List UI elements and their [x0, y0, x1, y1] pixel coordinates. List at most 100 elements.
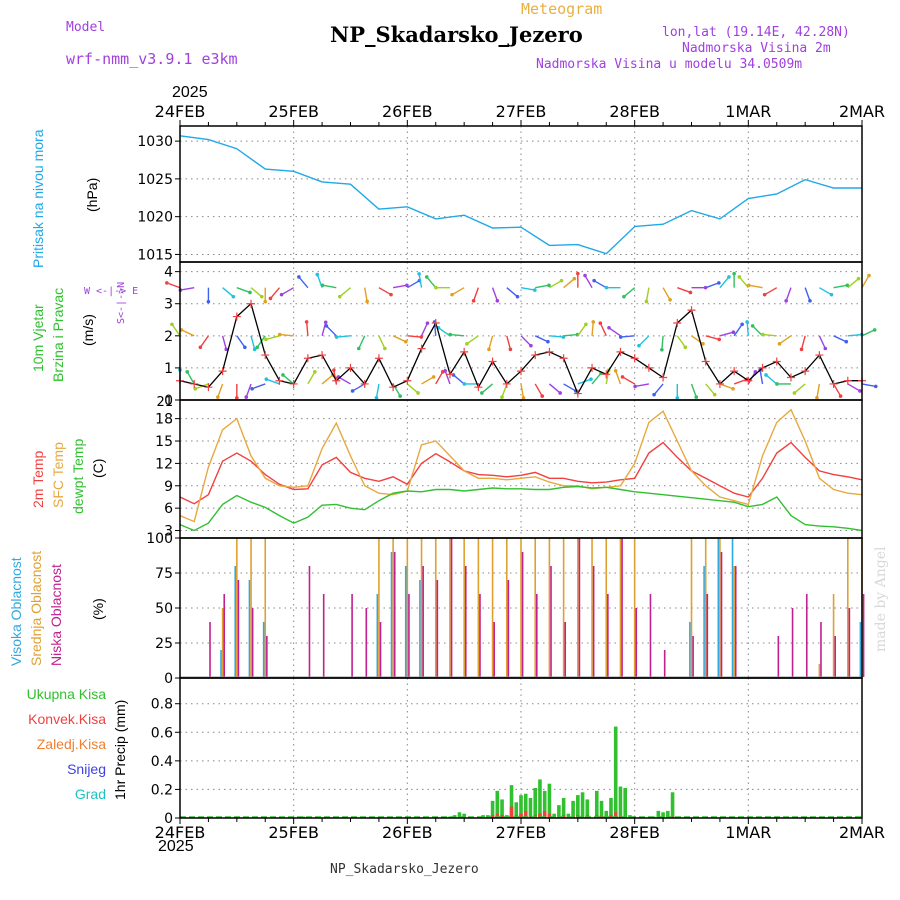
- wind-speed-marker: [190, 379, 199, 388]
- wind-direction-arrow: [591, 372, 602, 385]
- precip-conv-bar: [500, 815, 504, 818]
- wind-direction-arrow: [861, 383, 876, 388]
- wind-arrow-head: [431, 375, 436, 379]
- wind-direction-arrow: [605, 370, 610, 385]
- wind-arrow-head: [424, 275, 429, 279]
- precip-conv-bar: [542, 810, 547, 818]
- temp-ytick-top-label: 21: [156, 395, 173, 410]
- precip-conv-bar: [547, 813, 552, 818]
- wind-arrow-head: [425, 321, 430, 325]
- x-label-top: 28FEB: [609, 102, 660, 121]
- precip-total-bar: [566, 813, 571, 818]
- wind-arrow-head: [829, 292, 834, 297]
- wind-arrow-head: [235, 396, 239, 400]
- wind-direction-arrow: [691, 335, 704, 345]
- wind-arrow-head: [281, 373, 285, 377]
- wind-direction-arrow: [645, 287, 650, 302]
- wind-direction-arrow: [690, 383, 697, 398]
- wind-direction-arrow: [307, 371, 316, 385]
- wind-direction-arrow: [793, 383, 806, 394]
- wind-direction-arrow: [481, 383, 494, 394]
- wind-direction-arrow: [236, 287, 251, 294]
- wind-arrow-head: [252, 347, 257, 352]
- wind-panel-frame: [179, 261, 863, 401]
- wind-direction-arrow: [861, 329, 875, 337]
- wind-direction-arrow: [325, 325, 337, 337]
- wind-ytick-label: 0: [164, 393, 173, 409]
- wind-arrow-head: [224, 347, 229, 352]
- wind-arrow-head: [618, 335, 623, 339]
- wind-arrow-head: [443, 368, 447, 373]
- wind-arrow-head: [521, 395, 526, 400]
- wind-direction-arrow: [719, 383, 734, 390]
- wind-direction-arrow: [364, 287, 368, 302]
- wind-direction-arrow: [420, 322, 429, 337]
- x-label-bottom: 25FEB: [268, 823, 319, 842]
- wind-direction-arrow: [269, 287, 280, 299]
- precip-total-bar: [623, 788, 627, 818]
- lonlat-label: lon,lat (19.14E, 42.28N): [662, 25, 850, 40]
- wind-arrow-head: [727, 275, 731, 279]
- wind-direction-arrow: [438, 327, 451, 337]
- wind-speed-marker: [460, 347, 469, 356]
- precip-conv-bar: [523, 810, 528, 818]
- model-label: Model: [66, 20, 106, 35]
- precip-total-bar: [552, 813, 556, 818]
- precip-total-bar: [561, 798, 566, 818]
- wind-arrow-head: [613, 368, 618, 373]
- wind-arrow-head: [731, 330, 736, 334]
- wind-speed-marker: [488, 357, 497, 366]
- wind-arrow-head: [313, 370, 317, 374]
- wind-arrow-head: [873, 384, 878, 389]
- wind-arrow-head: [591, 320, 596, 324]
- wind-direction-arrow: [393, 284, 408, 289]
- wind-arrow-head: [495, 299, 500, 303]
- wind-direction-arrow: [452, 374, 465, 385]
- wind-direction-arrow: [250, 335, 256, 350]
- wind-arrow-head: [761, 332, 765, 337]
- wind-direction-arrow: [733, 378, 748, 385]
- x-label-bottom: 27FEB: [496, 823, 547, 842]
- wind-arrow-head: [604, 285, 609, 290]
- precip-total-bar: [628, 815, 632, 818]
- wind-direction-arrow: [804, 287, 811, 302]
- wind-direction-arrow: [338, 376, 351, 385]
- wind-arrow-head: [858, 389, 862, 393]
- precip-total-bar: [509, 785, 514, 818]
- wind-direction-arrow: [765, 374, 778, 385]
- wind-direction-arrow: [705, 335, 720, 341]
- wind-arrow-head: [170, 322, 174, 327]
- wind-arrow-head: [872, 328, 877, 332]
- legend-snow: Snijeg: [67, 761, 106, 777]
- wind-arrow-head: [745, 320, 749, 324]
- wind-direction-arrow: [623, 287, 636, 298]
- precip-total-bar: [585, 799, 590, 818]
- wind-arrow-head: [547, 283, 551, 288]
- wind-arrow-head: [637, 343, 641, 348]
- wind-direction-arrow: [534, 383, 543, 397]
- temp-ytick-label: 3: [164, 524, 173, 540]
- x-label-bottom: 26FEB: [382, 823, 433, 842]
- wind-arrow-head: [633, 384, 637, 389]
- wind-arrow-head: [732, 271, 736, 276]
- precip-total-bar: [514, 802, 519, 818]
- wind-arrow-head: [844, 339, 849, 344]
- wind-direction-arrow: [677, 287, 691, 294]
- wind-direction-arrow: [591, 321, 594, 336]
- wind-direction-arrow: [622, 376, 636, 385]
- wind-arrow-head: [540, 394, 545, 398]
- wind-direction-arrow: [662, 287, 671, 301]
- wind-direction-arrow: [847, 383, 861, 392]
- wind-arrow-head: [304, 320, 309, 324]
- precip-ytick-label: 0.6: [151, 725, 173, 741]
- precip-total-bar: [528, 798, 533, 818]
- wind-arrow-head: [694, 395, 699, 399]
- wind-arrow-head: [231, 294, 236, 299]
- wind-speed-marker: [829, 379, 838, 388]
- wind-arrow-head: [792, 391, 797, 395]
- x-label-top: 25FEB: [268, 102, 319, 121]
- wind-arrow-head: [712, 392, 717, 397]
- wind-speed-marker: [332, 376, 341, 385]
- wind-arrow-head: [660, 347, 664, 352]
- precip-total-bar: [547, 783, 552, 818]
